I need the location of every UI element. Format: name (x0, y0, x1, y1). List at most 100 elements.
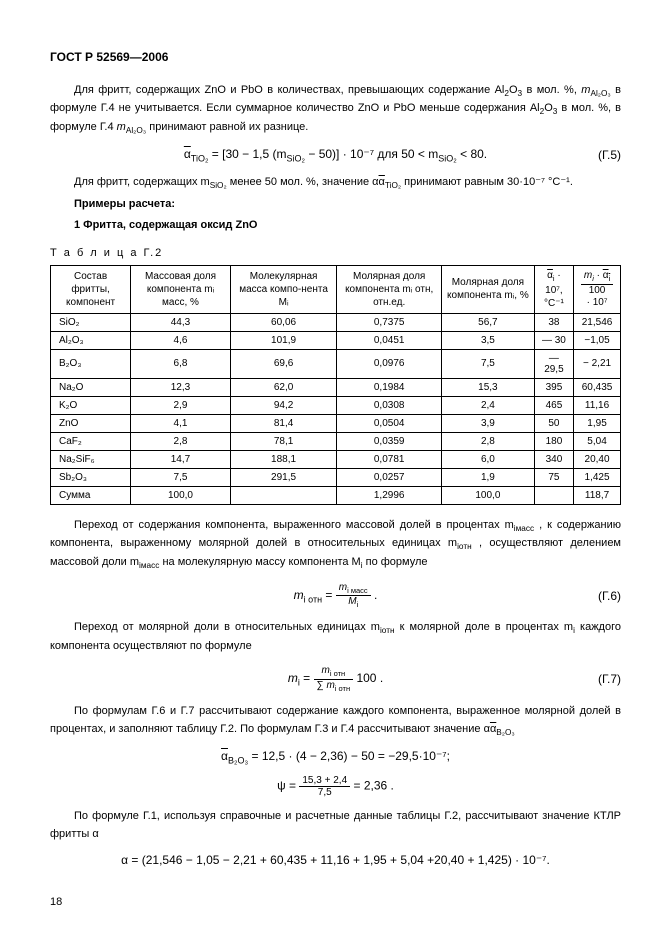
sub-al2o3-1b: 3 (518, 89, 523, 98)
p4-a: Переход от молярной доли в относительных… (74, 621, 380, 633)
table-cell: CaF₂ (51, 432, 131, 450)
table-cell: 94,2 (230, 396, 337, 414)
eq-alpha-final: α = (21,546 − 1,05 − 2,21 + 60,435 + 11,… (50, 853, 621, 867)
th7-num: mi · αi (581, 270, 613, 284)
doc-header: ГОСТ Р 52569—2006 (50, 50, 621, 64)
table-cell: K₂O (51, 396, 131, 414)
eq1-over: α (221, 749, 228, 763)
table-cell: 100,0 (442, 486, 535, 504)
eq1-text: = 12,5 · (4 − 2,36) − 50 = −29,5·10⁻⁷; (251, 749, 449, 763)
table-cell: − 2,21 (574, 349, 621, 378)
table-cell: 3,9 (442, 414, 535, 432)
table-cell: 1,95 (574, 414, 621, 432)
th5-text: Молярная доля компонента mᵢ, % (447, 277, 529, 301)
table-cell: 44,3 (131, 313, 231, 331)
table-row: CaF₂2,878,10,03592,81805,04 (51, 432, 621, 450)
table-cell: 395 (534, 378, 573, 396)
table-cell: 4,6 (131, 331, 231, 349)
table-cell: 4,1 (131, 414, 231, 432)
table-cell: Na₂SiF₆ (51, 450, 131, 468)
eq2-body: ψ = 15,3 + 2,4 7,5 = 2,36 . (277, 775, 394, 798)
table-cell: 340 (534, 450, 573, 468)
table-cell: 118,7 (574, 486, 621, 504)
paragraph-5: По формулам Г.6 и Г.7 рассчитывают содер… (50, 703, 621, 739)
f6-den: Mi (336, 596, 371, 609)
table-cell: 291,5 (230, 468, 337, 486)
table-row: ZnO4,181,40,05043,9501,95 (51, 414, 621, 432)
sub-al2o3-1: 2 (504, 89, 509, 98)
f6-sub1: i отн (304, 594, 322, 604)
f5-alpha-over: α (184, 147, 191, 161)
p2-text-a: Для фритт, содержащих m (74, 176, 210, 188)
table-cell: B₂O₃ (51, 349, 131, 378)
sub-al2o3-2: 2 (540, 108, 545, 117)
table-row: Sb₂O₃7,5291,50,02571,9751,425 (51, 468, 621, 486)
page: ГОСТ Р 52569—2006 Для фритт, содержащих … (0, 0, 661, 936)
th-molar-mass: Молекулярная масса компо-нента Mᵢ (230, 266, 337, 314)
table-cell: 2,4 (442, 396, 535, 414)
th7-rest: · 10⁷ (587, 297, 608, 308)
eq1-body: αB₂O₃ = 12,5 · (4 − 2,36) − 50 = −29,5·1… (221, 749, 450, 765)
paragraph-4: Переход от молярной доли в относительных… (50, 619, 621, 655)
f5-sio2a: SiO₂ (287, 154, 306, 164)
table-cell: 0,0308 (337, 396, 442, 414)
p4-sub2: i (573, 627, 575, 636)
table-cell: 465 (534, 396, 573, 414)
eq2-frac: 15,3 + 2,4 7,5 (299, 775, 350, 798)
table-cell: Сумма (51, 486, 131, 504)
table-cell: 78,1 (230, 432, 337, 450)
f7-body: mi = mi отн ∑ mi отн 100 . (288, 665, 383, 693)
table-cell: 1,425 (574, 468, 621, 486)
f5-number: (Г.5) (598, 148, 621, 162)
f7-sub1: i (298, 678, 300, 688)
eq-psi: ψ = 15,3 + 2,4 7,5 = 2,36 . (50, 775, 621, 798)
th7-frac: mi · αi 100 (581, 270, 613, 295)
table-cell: 5,04 (574, 432, 621, 450)
f5-end: < 80. (460, 147, 487, 161)
th-component: Состав фритты, компонент (51, 266, 131, 314)
table-cell: 0,0359 (337, 432, 442, 450)
f6-body: mi отн = mi масс Mi . (294, 582, 378, 610)
calc-title: Примеры расчета: (50, 196, 621, 214)
p5-a: По формулам Г.6 и Г.7 рассчитывают содер… (50, 705, 621, 735)
table-header-row: Состав фритты, компонент Массовая доля к… (51, 266, 621, 314)
table-cell: 100,0 (131, 486, 231, 504)
table-cell: 2,9 (131, 396, 231, 414)
table-cell: — 29,5 (534, 349, 573, 378)
p4-b: к молярной доле в процентах m (400, 621, 573, 633)
table-row: Na₂O12,362,00,198415,339560,435 (51, 378, 621, 396)
table-cell: 6,0 (442, 450, 535, 468)
formula-g5: αTiO₂ = [30 − 1,5 (mSiO₂ − 50)] · 10⁻⁷ д… (50, 147, 621, 163)
p4-sub1: iотн (380, 627, 395, 636)
th-malpha: mi · αi 100 · 10⁷ (574, 266, 621, 314)
table-cell: 11,16 (574, 396, 621, 414)
table-row: Сумма100,01,2996100,0118,7 (51, 486, 621, 504)
table-row: Na₂SiF₆14,7188,10,07816,034020,40 (51, 450, 621, 468)
table-cell: 3,5 (442, 331, 535, 349)
paragraph-1: Для фритт, содержащих ZnO и PbO в количе… (50, 82, 621, 137)
table-cell: 69,6 (230, 349, 337, 378)
paragraph-6: По формуле Г.1, используя справочные и р… (50, 808, 621, 843)
eq2-num: 15,3 + 2,4 (299, 775, 350, 787)
table-cell: −1,05 (574, 331, 621, 349)
table-cell: Al₂O₃ (51, 331, 131, 349)
table-cell: 20,40 (574, 450, 621, 468)
p3-a: Переход от содержания компонента, выраже… (74, 519, 514, 531)
p2-tio2: TiO₂ (385, 181, 401, 190)
table-cell: 60,435 (574, 378, 621, 396)
eq2-rhs: = 2,36 . (353, 779, 393, 793)
f5-sio2b: SiO₂ (438, 154, 457, 164)
table-row: B₂O₃6,869,60,09767,5— 29,5− 2,21 (51, 349, 621, 378)
p2-text-b: менее 50 мол. %, значение α (230, 176, 379, 188)
p2-text-c: принимают равным 30·10⁻⁷ °С⁻¹. (404, 176, 573, 188)
table-cell: 0,7375 (337, 313, 442, 331)
paragraph-2: Для фритт, содержащих mSiO₂ менее 50 мол… (50, 174, 621, 192)
table-cell: 60,06 (230, 313, 337, 331)
p6-text: По формуле Г.1, используя справочные и р… (50, 810, 621, 840)
table-cell: 180 (534, 432, 573, 450)
table-cell: 56,7 (442, 313, 535, 331)
f5-eq: = [30 − 1,5 (m (212, 147, 287, 161)
table-cell: 81,4 (230, 414, 337, 432)
table-cell: 2,8 (131, 432, 231, 450)
th-molar-fraction-pct: Молярная доля компонента mᵢ, % (442, 266, 535, 314)
